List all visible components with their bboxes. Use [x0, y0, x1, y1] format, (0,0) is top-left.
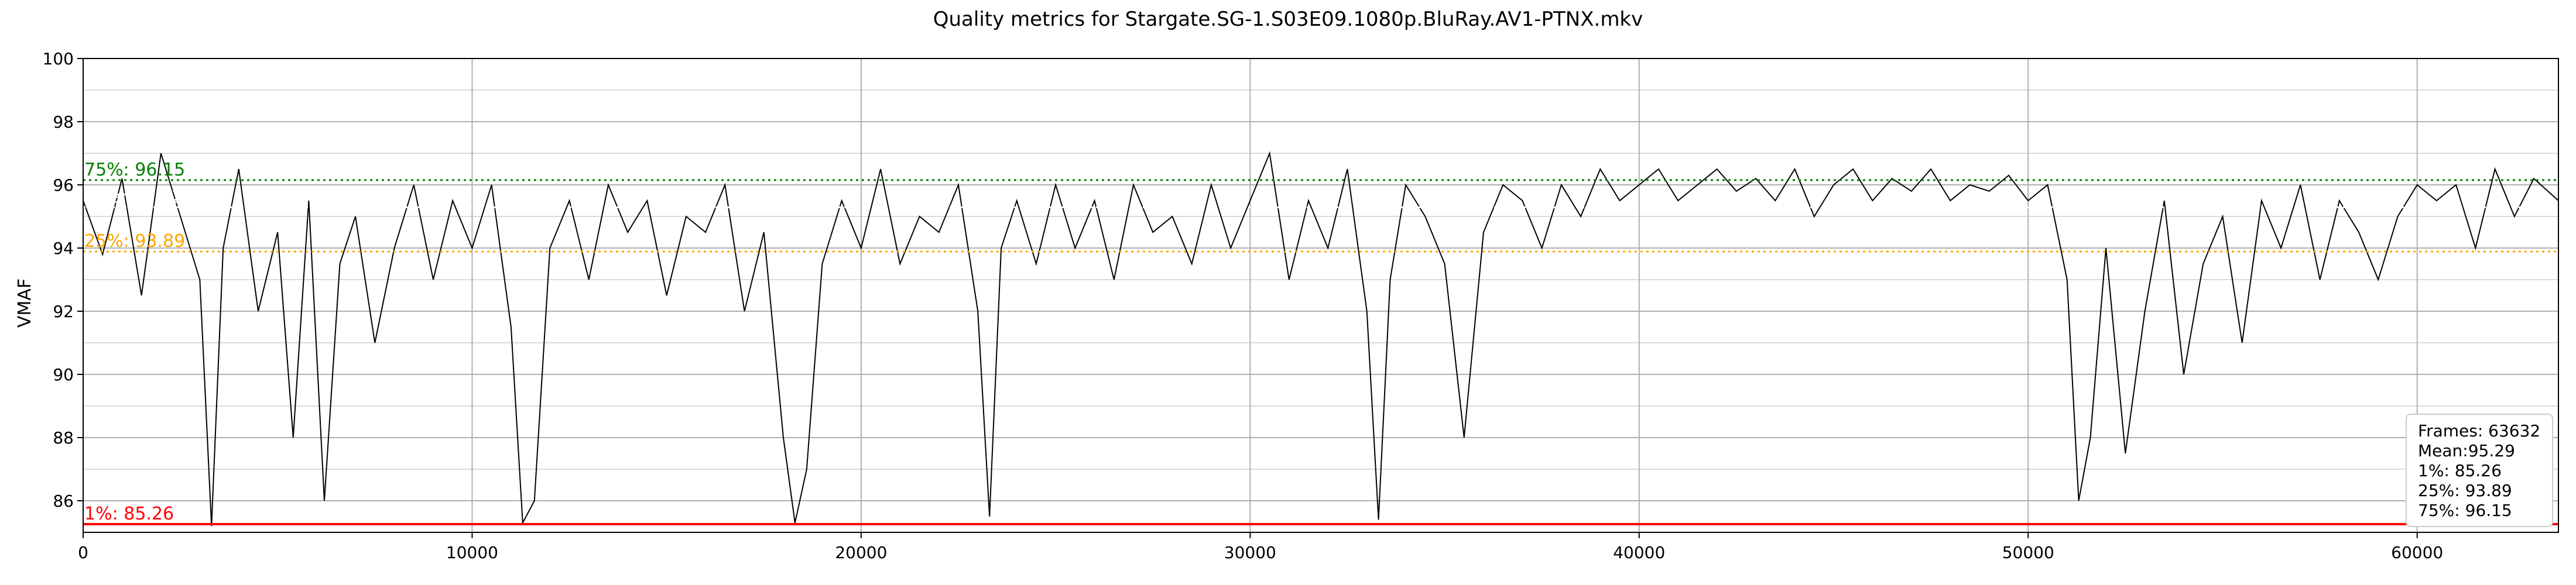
reference-label-1: Mean: 95.29: [84, 187, 194, 207]
chart-title: Quality metrics for Stargate.SG-1.S03E09…: [933, 8, 1643, 31]
x-tick-label: 10000: [446, 543, 498, 562]
x-tick-label: 60000: [2391, 543, 2443, 562]
reference-label-3: 1%: 85.26: [84, 504, 174, 524]
stats-line: 25%: 93.89: [2418, 481, 2512, 500]
plot-frame: [83, 58, 2559, 533]
y-tick-label: 86: [53, 491, 74, 511]
y-tick-label: 90: [53, 365, 74, 384]
y-tick-label: 98: [53, 112, 74, 132]
y-tick-label: 94: [53, 239, 74, 258]
reference-label-2: 25%: 93.89: [84, 231, 185, 252]
x-tick-label: 20000: [835, 543, 887, 562]
y-axis-label: VMAF: [15, 278, 35, 328]
y-tick-label: 100: [43, 49, 74, 68]
y-tick-label: 88: [53, 428, 74, 448]
stats-box: [2406, 414, 2553, 527]
y-tick-label: 92: [53, 302, 74, 321]
stats-line: 1%: 85.26: [2418, 461, 2502, 480]
x-tick-label: 50000: [2002, 543, 2054, 562]
x-tick-label: 0: [78, 543, 88, 562]
reference-label-0: 75%: 96.15: [84, 160, 185, 180]
x-tick-label: 30000: [1224, 543, 1276, 562]
stats-line: Frames: 63632: [2418, 421, 2540, 441]
stats-line: 75%: 96.15: [2418, 501, 2512, 520]
x-tick-label: 40000: [1613, 543, 1665, 562]
y-tick-label: 96: [53, 176, 74, 195]
stats-line: Mean:95.29: [2418, 441, 2515, 460]
series-line-vmaf: [83, 151, 2558, 526]
